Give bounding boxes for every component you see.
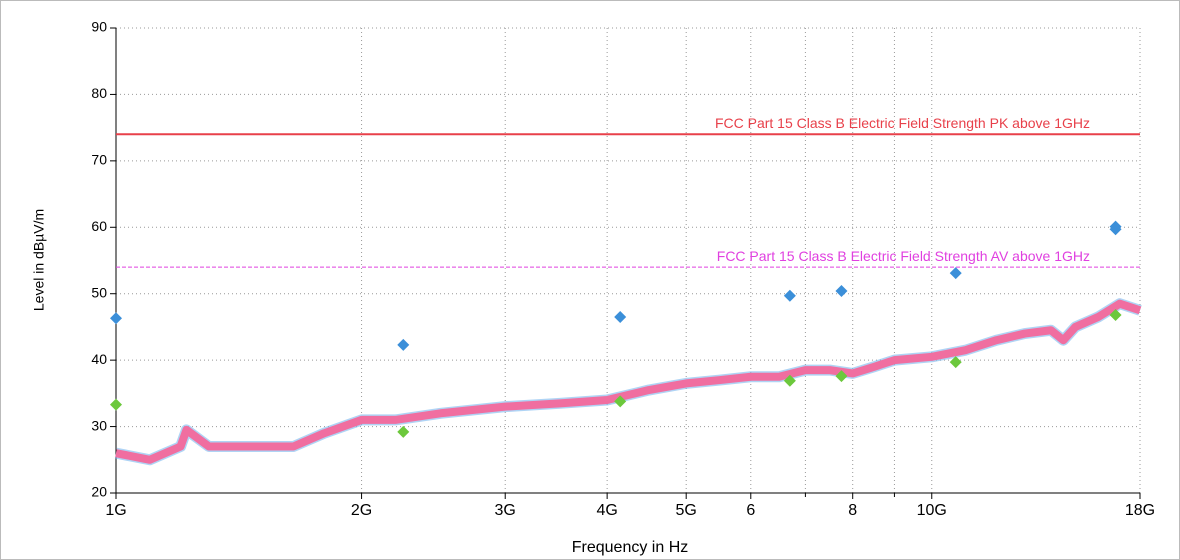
trace (115, 299, 1142, 464)
x-tick-label: 8 (848, 502, 857, 519)
y-tick-label: 40 (91, 351, 107, 367)
x-axis-label: Frequency in Hz (572, 539, 689, 556)
marker (397, 338, 410, 351)
marker (614, 395, 627, 408)
y-tick-label: 90 (91, 19, 107, 35)
x-tick-label: 10G (917, 502, 947, 519)
marker (783, 289, 796, 302)
marker (1109, 308, 1122, 321)
x-tick-label: 2G (351, 502, 372, 519)
marker (835, 285, 848, 298)
x-tick-label: 6 (746, 502, 755, 519)
marker (1109, 223, 1122, 236)
marker (783, 374, 796, 387)
marker (614, 310, 627, 323)
y-axis-label: Level in dBµV/m (31, 209, 47, 311)
x-tick-label: 18G (1125, 502, 1155, 519)
limit-label: FCC Part 15 Class B Electric Field Stren… (717, 248, 1090, 264)
marker (949, 267, 962, 280)
x-tick-label: 4G (596, 502, 617, 519)
x-tick-label: 5G (676, 502, 697, 519)
y-tick-label: 70 (91, 152, 107, 168)
y-tick-label: 80 (91, 85, 107, 101)
marker (110, 312, 122, 325)
y-tick-label: 30 (91, 417, 107, 433)
limit-label: FCC Part 15 Class B Electric Field Stren… (715, 115, 1090, 131)
x-tick-label: 1G (105, 502, 126, 519)
y-tick-label: 50 (91, 284, 107, 300)
marker (110, 398, 122, 411)
marker (835, 370, 848, 383)
marker (397, 425, 410, 438)
marker (949, 356, 962, 369)
y-tick-label: 60 (91, 218, 107, 234)
x-tick-label: 3G (495, 502, 516, 519)
y-tick-label: 20 (91, 484, 107, 500)
